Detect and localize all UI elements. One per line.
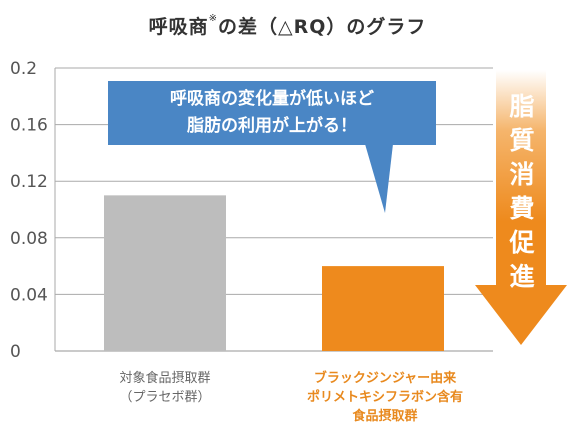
category-label-line: （プラセボ群） bbox=[119, 390, 211, 405]
callout-line-1: 呼吸商の変化量が低いほど bbox=[170, 89, 374, 109]
y-tick-label: 0.04 bbox=[10, 285, 48, 305]
callout-line-2: 脂肪の利用が上がる！ bbox=[187, 116, 357, 136]
y-tick-label: 0 bbox=[10, 342, 21, 362]
callout-box bbox=[108, 81, 436, 213]
title-suffix: の差（△RQ）のグラフ bbox=[218, 16, 427, 38]
category-label-line: ブラックジンジャー由来 bbox=[313, 371, 457, 386]
arrow-char-2: 質 bbox=[509, 126, 535, 155]
arrow-char-3: 消 bbox=[509, 160, 535, 189]
title-reference-mark: ※ bbox=[208, 13, 218, 24]
title-prefix: 呼吸商 bbox=[148, 16, 209, 38]
category-label-placebo: 対象食品摂取群 （プラセボ群） bbox=[85, 369, 245, 407]
y-tick-label: 0.12 bbox=[10, 172, 48, 192]
category-label-treatment: ブラックジンジャー由来 ポリメトキシフラボン含有 食品摂取群 bbox=[290, 369, 480, 426]
category-label-line: 食品摂取群 bbox=[352, 409, 418, 424]
bar-treatment bbox=[322, 266, 444, 351]
bars bbox=[104, 195, 444, 351]
y-tick-label: 0.08 bbox=[10, 229, 48, 249]
y-axis-ticks: 0 0.04 0.08 0.12 0.16 0.2 bbox=[10, 59, 48, 362]
category-label-line: ポリメトキシフラボン含有 bbox=[306, 390, 463, 405]
arrow-char-4: 費 bbox=[509, 194, 535, 223]
arrow-label: 脂 質 消 費 促 進 bbox=[505, 90, 539, 294]
fat-consumption-arrow bbox=[475, 70, 567, 345]
y-tick-label: 0.16 bbox=[10, 116, 48, 136]
callout-pointer bbox=[365, 144, 393, 213]
category-label-line: 対象食品摂取群 bbox=[119, 371, 211, 386]
y-tick-label: 0.2 bbox=[10, 59, 37, 79]
arrow-char-6: 進 bbox=[509, 262, 535, 291]
chart-title: 呼吸商※の差（△RQ）のグラフ bbox=[0, 12, 575, 39]
bar-placebo bbox=[104, 195, 226, 351]
callout-text: 呼吸商の変化量が低いほど 脂肪の利用が上がる！ bbox=[112, 86, 432, 140]
arrow-char-5: 促 bbox=[509, 228, 535, 257]
arrow-char-1: 脂 bbox=[509, 92, 535, 121]
